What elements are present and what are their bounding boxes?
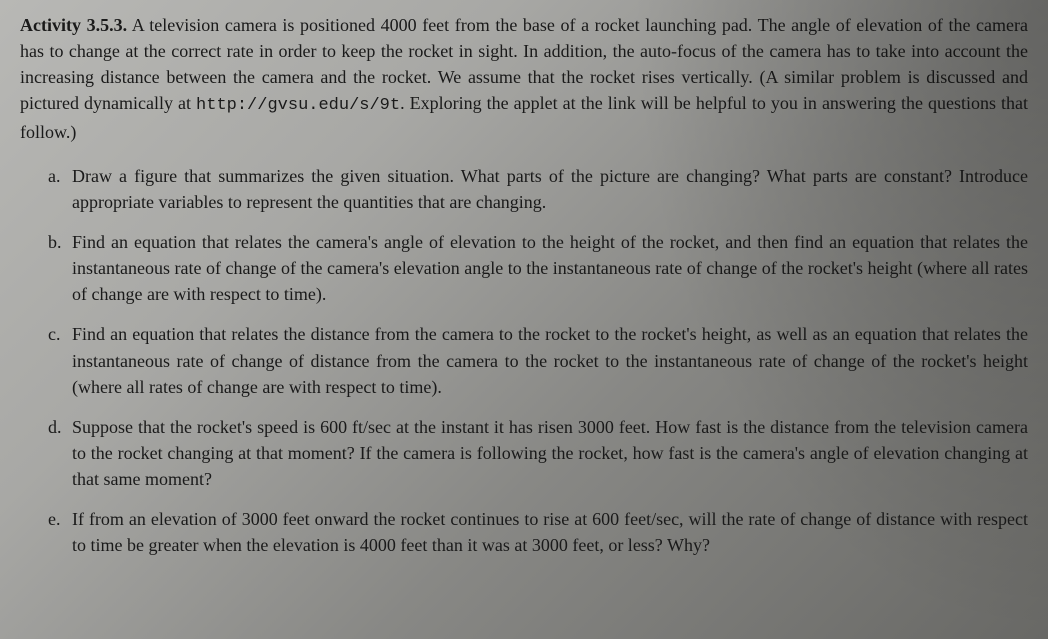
question-list: a. Draw a figure that summarizes the giv… <box>20 163 1028 558</box>
list-marker: a. <box>48 163 72 215</box>
list-marker: d. <box>48 414 72 492</box>
applet-url: http://gvsu.edu/s/9t <box>196 96 400 115</box>
activity-label: Activity 3.5.3. <box>20 15 127 35</box>
activity-intro: Activity 3.5.3. A television camera is p… <box>20 12 1028 145</box>
list-item: e. If from an elevation of 3000 feet onw… <box>48 506 1028 558</box>
list-marker: e. <box>48 506 72 558</box>
list-item: d. Suppose that the rocket's speed is 60… <box>48 414 1028 492</box>
list-item: a. Draw a figure that summarizes the giv… <box>48 163 1028 215</box>
list-text: Find an equation that relates the distan… <box>72 321 1028 399</box>
list-marker: b. <box>48 229 72 307</box>
list-text: Draw a figure that summarizes the given … <box>72 163 1028 215</box>
list-item: c. Find an equation that relates the dis… <box>48 321 1028 399</box>
list-marker: c. <box>48 321 72 399</box>
list-text: Find an equation that relates the camera… <box>72 229 1028 307</box>
list-item: b. Find an equation that relates the cam… <box>48 229 1028 307</box>
list-text: If from an elevation of 3000 feet onward… <box>72 506 1028 558</box>
list-text: Suppose that the rocket's speed is 600 f… <box>72 414 1028 492</box>
